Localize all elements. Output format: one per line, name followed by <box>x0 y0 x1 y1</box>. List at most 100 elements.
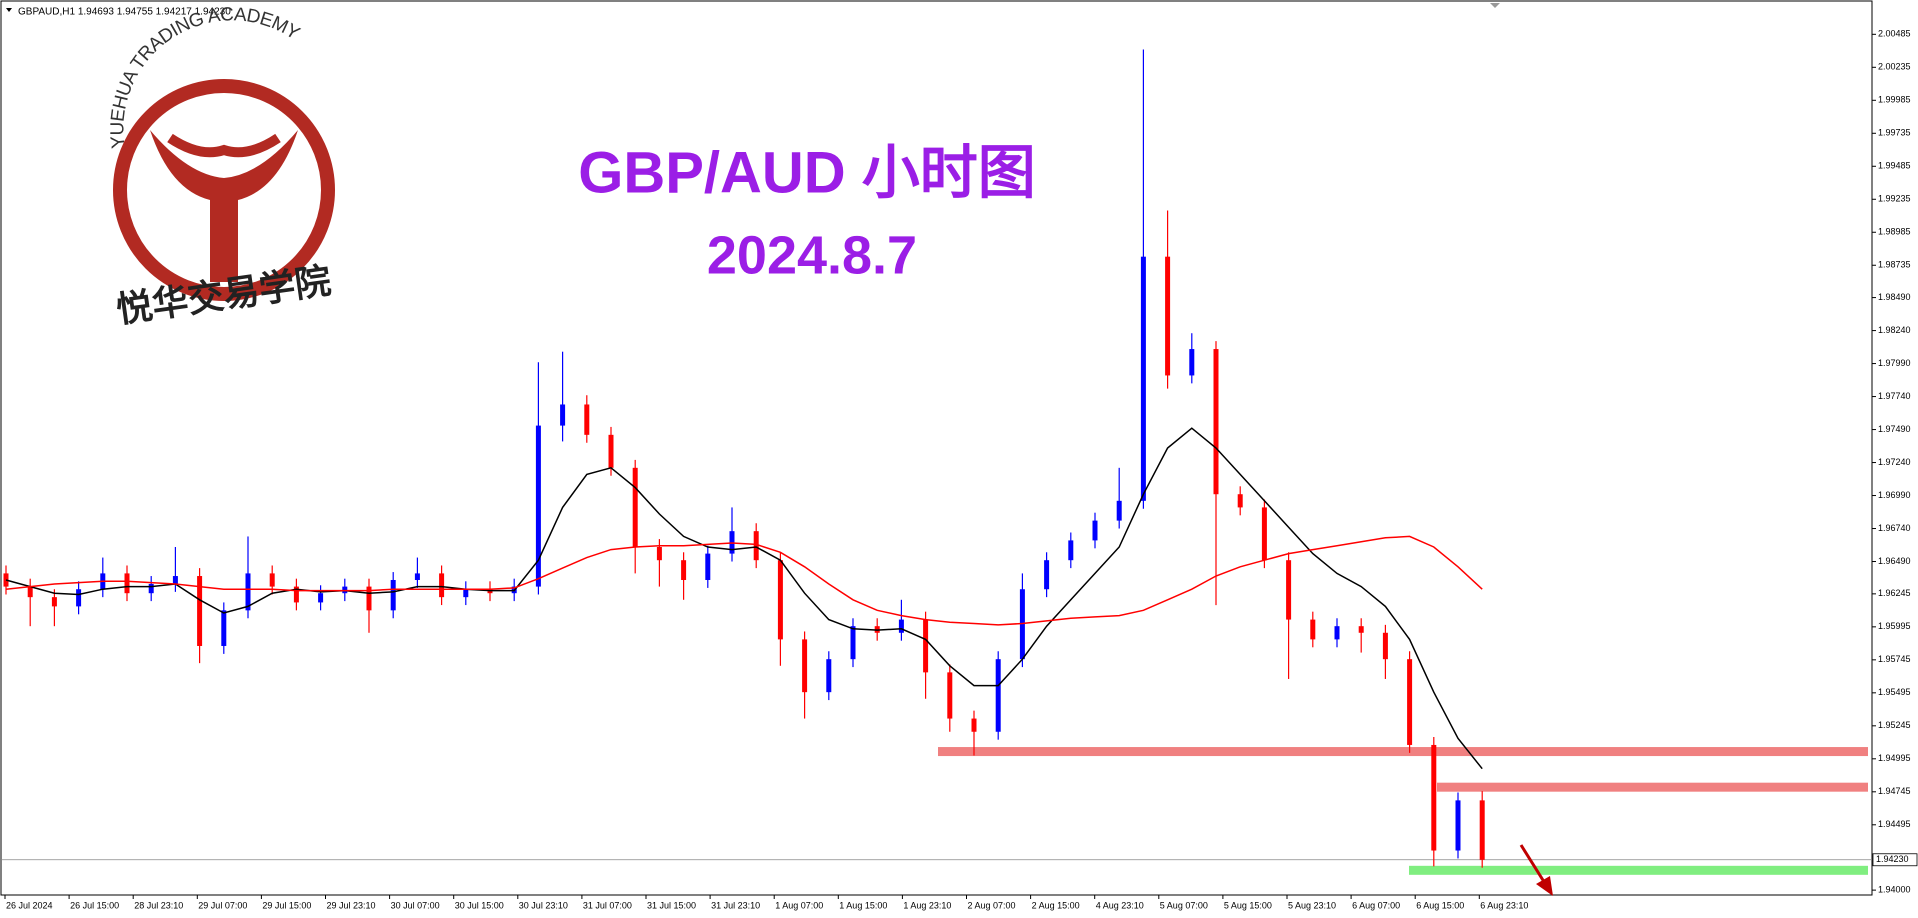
last-price-box <box>1872 853 1918 867</box>
candle-body <box>3 573 9 587</box>
chart-subtitle: 2024.8.7 <box>707 225 917 285</box>
candle-body <box>947 672 953 719</box>
y-tick-label: 1.99235 <box>1878 194 1911 204</box>
y-tick-label: 1.97740 <box>1878 391 1911 401</box>
candle-body <box>1431 744 1437 851</box>
candle-body <box>850 626 856 660</box>
candle-body <box>76 589 82 607</box>
x-tick-label: 6 Aug 15:00 <box>1416 900 1464 910</box>
candle-body <box>439 573 445 598</box>
candle-body <box>1261 507 1267 561</box>
candle-body <box>1286 560 1292 620</box>
x-tick-label: 26 Jul 15:00 <box>70 900 119 910</box>
candle-body <box>1455 800 1461 851</box>
y-tick-label: 1.99485 <box>1878 161 1911 171</box>
x-tick-label: 4 Aug 23:10 <box>1096 900 1144 910</box>
x-tick-label: 5 Aug 15:00 <box>1224 900 1272 910</box>
x-tick-label: 26 Jul 2024 <box>6 900 53 910</box>
candle-body <box>1116 500 1122 521</box>
candle-body <box>1382 632 1388 660</box>
y-tick-label: 1.94000 <box>1878 884 1911 894</box>
candle-body <box>1165 256 1171 376</box>
shift-marker <box>1490 3 1500 8</box>
candle-body <box>608 434 614 468</box>
x-tick-label: 29 Jul 15:00 <box>262 900 311 910</box>
plot-layer <box>1 49 1872 875</box>
candle-body <box>681 560 687 580</box>
candle-body <box>1310 619 1316 640</box>
candle-body <box>245 573 251 611</box>
y-tick-label: 1.98240 <box>1878 325 1911 335</box>
candle-body <box>995 659 1001 732</box>
x-tick-label: 6 Aug 07:00 <box>1352 900 1400 910</box>
x-tick-label: 1 Aug 23:10 <box>903 900 951 910</box>
candle-body <box>826 659 832 693</box>
y-tick-label: 1.97240 <box>1878 457 1911 467</box>
candle-body <box>705 553 711 580</box>
candle-body <box>753 531 759 561</box>
candle-body <box>1140 256 1146 501</box>
y-tick-label: 1.96740 <box>1878 523 1911 533</box>
candle-body <box>656 547 662 561</box>
x-tick-label: 31 Jul 07:00 <box>583 900 632 910</box>
moving-average <box>5 427 1483 770</box>
candle-body <box>124 573 130 594</box>
y-tick-label: 1.99985 <box>1878 95 1911 105</box>
candle-body <box>802 639 808 693</box>
x-tick-label: 28 Jul 23:10 <box>134 900 183 910</box>
candle-body <box>318 593 324 603</box>
x-tick-label: 1 Aug 07:00 <box>775 900 823 910</box>
y-tick-label: 1.99735 <box>1878 128 1911 138</box>
candle-body <box>1334 626 1340 640</box>
candle-body <box>197 576 203 646</box>
candle-body <box>414 573 420 580</box>
x-tick-label: 30 Jul 15:00 <box>455 900 504 910</box>
candle-body <box>923 619 929 673</box>
x-tick-label: 29 Jul 07:00 <box>198 900 247 910</box>
y-tick-label: 1.96245 <box>1878 588 1911 598</box>
logo-ring <box>113 79 335 301</box>
candle-body <box>777 560 783 640</box>
level-zone <box>938 747 1868 757</box>
y-tick-label: 2.00235 <box>1878 62 1911 72</box>
candle-body <box>560 404 566 426</box>
y-tick-label: 2.00485 <box>1878 29 1911 39</box>
x-tick-label: 1 Aug 15:00 <box>839 900 887 910</box>
candle-body <box>172 576 178 584</box>
candle-body <box>1407 659 1413 745</box>
candle-body <box>632 467 638 548</box>
y-tick-label: 1.98490 <box>1878 292 1911 302</box>
candle-body <box>971 718 977 732</box>
y-tick-label: 1.97490 <box>1878 424 1911 434</box>
candle-body <box>148 583 154 594</box>
candle-body <box>1479 800 1485 860</box>
candle-body <box>584 404 590 435</box>
y-tick-label: 1.95245 <box>1878 720 1911 730</box>
level-zone <box>1437 782 1868 792</box>
candle-body <box>1358 626 1364 633</box>
y-tick-label: 1.94745 <box>1878 786 1911 796</box>
x-tick-label: 30 Jul 23:10 <box>519 900 568 910</box>
x-tick-label: 29 Jul 23:10 <box>327 900 376 910</box>
arrow-head <box>1536 876 1553 896</box>
x-tick-label: 2 Aug 15:00 <box>1032 900 1080 910</box>
candle-body <box>51 597 57 607</box>
y-tick-label: 1.96490 <box>1878 556 1911 566</box>
y-tick-label: 1.94495 <box>1878 819 1911 829</box>
level-zone <box>1409 865 1868 875</box>
candle-body <box>390 579 396 611</box>
candle-body <box>1068 540 1074 561</box>
y-tick-label: 1.94995 <box>1878 753 1911 763</box>
y-tick-label: 1.95495 <box>1878 687 1911 697</box>
logo-emblem-top <box>167 133 281 158</box>
chart-title: GBP/AUD 小时图 <box>578 140 1036 205</box>
candle-body <box>1189 349 1195 376</box>
symbol-header: GBPAUD,H1 1.94693 1.94755 1.94217 1.9423… <box>18 7 231 18</box>
candle-body <box>366 586 372 611</box>
candle-body <box>463 589 469 598</box>
candle-body <box>898 619 904 633</box>
candle-body <box>1092 520 1098 541</box>
arrow-shaft <box>1519 844 1548 886</box>
